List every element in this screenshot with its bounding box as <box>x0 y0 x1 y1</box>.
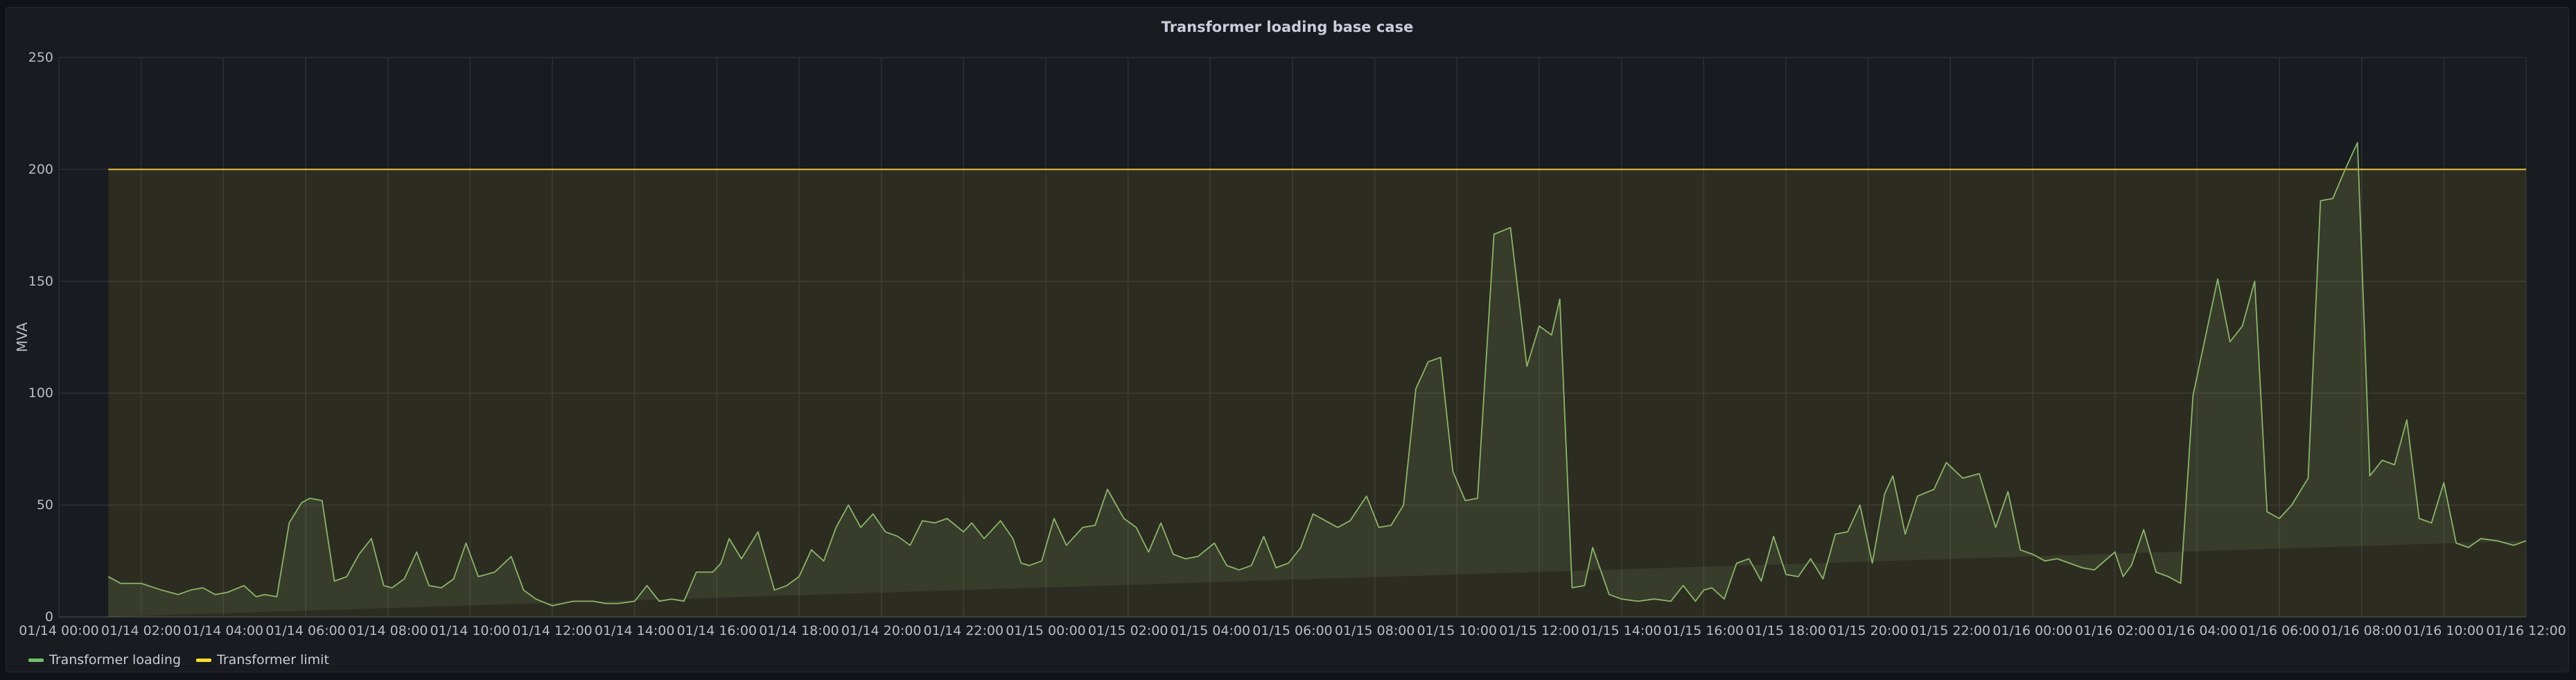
legend-label-limit: Transformer limit <box>217 652 329 668</box>
y-axis: 0 50 100 150 200 250 <box>28 50 53 625</box>
x-tick-label: 01/15 10:00 <box>1417 623 1498 638</box>
x-tick-label: 01/14 02:00 <box>101 623 182 638</box>
x-tick-label: 01/15 18:00 <box>1746 623 1826 638</box>
y-tick-label: 100 <box>28 385 53 401</box>
x-axis: 01/14 00:00 01/14 02:00 01/14 04:00 01/14 0… <box>19 623 2566 638</box>
x-tick-label: 01/16 04:00 <box>2157 623 2238 638</box>
chart-panel: Transformer loading base case 0 50 100 150 2… <box>6 7 2569 672</box>
x-tick-label: 01/16 08:00 <box>2322 623 2402 638</box>
x-tick-label: 01/15 04:00 <box>1171 623 1251 638</box>
panel-title: Transformer loading base case <box>1161 19 1414 35</box>
x-tick-label: 01/15 00:00 <box>1006 623 1086 638</box>
x-tick-label: 01/14 00:00 <box>19 623 99 638</box>
x-tick-label: 01/14 06:00 <box>265 623 346 638</box>
x-tick-label: 01/14 16:00 <box>677 623 757 638</box>
x-tick-label: 01/16 00:00 <box>1992 623 2073 638</box>
x-tick-label: 01/15 14:00 <box>1581 623 1662 638</box>
x-tick-label: 01/14 12:00 <box>512 623 593 638</box>
series-lines <box>6 141 2527 607</box>
x-tick-label: 01/15 08:00 <box>1335 623 1415 638</box>
x-tick-label: 01/16 02:00 <box>2075 623 2155 638</box>
x-tick-label: 01/15 02:00 <box>1088 623 1168 638</box>
y-tick-label: 200 <box>28 162 53 177</box>
loading-area <box>108 142 2527 617</box>
x-tick-label: 01/16 10:00 <box>2404 623 2485 638</box>
x-tick-label: 01/15 12:00 <box>1499 623 1579 638</box>
y-axis-label: MVA <box>14 322 30 353</box>
y-tick-label: 50 <box>37 498 53 513</box>
legend-swatch-limit <box>196 658 212 662</box>
x-tick-label: 01/14 20:00 <box>841 623 922 638</box>
x-tick-label: 01/15 16:00 <box>1664 623 1744 638</box>
x-tick-label: 01/15 22:00 <box>1911 623 1991 638</box>
x-tick-label: 01/14 22:00 <box>924 623 1004 638</box>
x-tick-label: 01/14 04:00 <box>184 623 264 638</box>
legend: Transformer loading Transformer limit <box>28 652 329 668</box>
limit-area <box>108 169 2527 617</box>
x-tick-label: 01/16 12:00 <box>2486 623 2566 638</box>
y-tick-label: 0 <box>45 609 53 625</box>
x-tick-label: 01/15 06:00 <box>1252 623 1333 638</box>
legend-item-loading[interactable]: Transformer loading <box>28 652 181 668</box>
series-fills <box>108 142 2527 617</box>
x-tick-label: 01/15 20:00 <box>1828 623 1909 638</box>
x-tick-label: 01/14 10:00 <box>430 623 511 638</box>
x-tick-label: 01/14 18:00 <box>759 623 839 638</box>
legend-label-loading: Transformer loading <box>49 652 182 668</box>
grid <box>58 57 2527 618</box>
y-tick-label: 250 <box>28 50 53 65</box>
x-tick-label: 01/14 08:00 <box>348 623 428 638</box>
x-tick-label: 01/14 14:00 <box>595 623 675 638</box>
legend-swatch-loading <box>28 658 44 662</box>
x-tick-label: 01/16 06:00 <box>2239 623 2320 638</box>
y-tick-label: 150 <box>28 274 53 289</box>
loading-line <box>107 141 2527 607</box>
legend-item-limit[interactable]: Transformer limit <box>196 652 329 668</box>
